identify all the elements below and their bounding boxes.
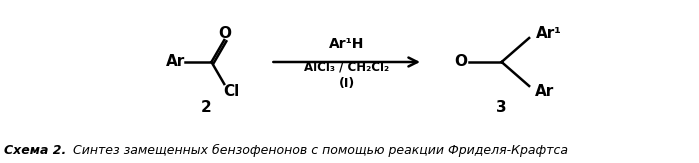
Text: Схема 2.: Схема 2. — [4, 143, 66, 156]
Text: Синтез замещенных бензофенонов с помощью реакции Фриделя-Крафтса: Синтез замещенных бензофенонов с помощью… — [69, 143, 568, 156]
Text: 2: 2 — [201, 101, 212, 116]
Text: 3: 3 — [496, 101, 507, 116]
Text: AlCl₃ / CH₂Cl₂: AlCl₃ / CH₂Cl₂ — [304, 60, 389, 74]
Text: O: O — [454, 54, 467, 69]
Text: Ar¹H: Ar¹H — [329, 37, 364, 51]
Text: Ar: Ar — [535, 84, 554, 99]
Text: Ar: Ar — [166, 54, 185, 69]
Text: (I): (I) — [338, 76, 355, 89]
Text: O: O — [219, 25, 232, 40]
Text: Cl: Cl — [223, 83, 239, 98]
Text: Ar¹: Ar¹ — [536, 25, 562, 40]
